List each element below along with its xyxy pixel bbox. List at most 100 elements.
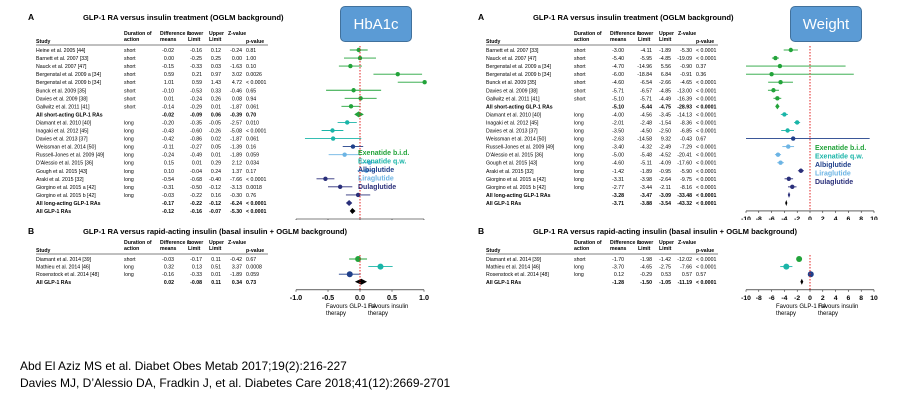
point-estimate — [777, 63, 783, 69]
row-lower: -0.17 — [190, 257, 202, 263]
favours-right-2: therapy — [368, 311, 388, 317]
tick-label: -10 — [741, 216, 751, 220]
row-difference: 0.00 — [164, 56, 174, 62]
row-study: Russell-Jones et al. 2009 [49] — [486, 145, 555, 151]
row-p: < 0.0001 — [696, 177, 716, 183]
row-lower: -14.58 — [637, 137, 652, 143]
row-p: 0.67 — [246, 257, 256, 263]
row-study: Weissman et al. 2014 [50] — [486, 137, 546, 143]
row-p: 0.37 — [696, 64, 706, 70]
row-duration: short — [124, 104, 136, 110]
row-p: 0.059 — [246, 272, 259, 278]
row-upper: -3.45 — [659, 112, 671, 118]
row-difference: -5.00 — [612, 153, 624, 159]
tick-label: -4 — [781, 216, 787, 220]
header-z: Z-value — [228, 240, 246, 246]
row-upper: 0.03 — [211, 64, 221, 70]
row-study: All GLP-1 RAs — [36, 209, 71, 215]
row-p: 0.57 — [696, 272, 706, 278]
row-duration: short — [124, 56, 136, 62]
row-upper: -0.07 — [209, 209, 221, 215]
row-z: -6.85 — [680, 129, 692, 135]
header-study: Study — [486, 248, 501, 254]
row-upper: -3.54 — [659, 201, 671, 207]
header-z: Z-value — [678, 240, 696, 246]
point-estimate — [798, 168, 804, 173]
favours-left-2: therapy — [776, 311, 796, 317]
row-duration: short — [124, 96, 136, 102]
row-z: 3.37 — [232, 265, 242, 271]
row-upper: -1.89 — [659, 48, 671, 54]
row-upper: 0.16 — [211, 193, 221, 199]
header-p: p-value — [696, 248, 714, 254]
point-estimate — [782, 112, 787, 117]
row-p: 0.65 — [246, 88, 256, 94]
row-z: 0.00 — [232, 56, 242, 62]
row-lower: -0.60 — [190, 129, 202, 135]
row-difference: -0.54 — [162, 177, 174, 183]
row-duration: long — [574, 161, 584, 167]
row-z: 0.34 — [232, 280, 242, 286]
row-p: < 0.0001 — [696, 169, 716, 175]
point-estimate — [778, 80, 783, 85]
legend-dulaglutide: Dulaglutide — [358, 184, 396, 191]
row-difference: 0.01 — [164, 96, 174, 102]
tick-label: 6 — [847, 216, 851, 220]
row-study: Nauck et al. 2007 [47] — [486, 56, 537, 62]
row-p: < 0.0001 — [696, 48, 716, 54]
row-lower: -0.27 — [190, 145, 202, 151]
row-z: -1.89 — [230, 153, 242, 159]
row-study: Inagaki et al. 2012 [45] — [36, 129, 89, 135]
point-estimate — [358, 96, 363, 101]
row-p: < 0.0001 — [696, 185, 716, 191]
tick-label: -2 — [794, 216, 800, 220]
row-upper: -0.40 — [209, 177, 221, 183]
row-upper: -4.52 — [659, 153, 671, 159]
tick-label: -8 — [756, 216, 762, 220]
row-difference: -4.60 — [612, 80, 624, 86]
row-lower: -0.22 — [190, 193, 202, 199]
row-lower: -0.29 — [640, 272, 652, 278]
row-p: 0.17 — [246, 169, 256, 175]
row-study: All GLP-1 RAs — [36, 280, 71, 286]
summary-diamond — [787, 191, 791, 198]
row-duration: short — [574, 64, 586, 70]
point-estimate — [790, 184, 795, 190]
row-lower: -3.98 — [640, 177, 652, 183]
tick-label: 0.5 — [387, 293, 397, 302]
row-lower: -0.50 — [190, 185, 202, 191]
tick-label: 1.0 — [419, 293, 429, 302]
panel-letter: B — [478, 226, 484, 236]
row-difference: -3.40 — [612, 145, 624, 151]
row-difference: -3.31 — [612, 177, 624, 183]
row-lower: -0.16 — [190, 48, 202, 54]
row-p: 0.061 — [246, 137, 259, 143]
row-study: Davies et al. 2009 [38] — [36, 96, 88, 102]
point-estimate — [367, 160, 372, 165]
row-z: -28.93 — [677, 104, 692, 110]
point-estimate — [395, 71, 400, 77]
row-study: Araki et al. 2015 [32] — [486, 169, 534, 175]
panel-title: GLP-1 RA versus insulin treatment (OGLM … — [533, 13, 734, 22]
row-z: -7.66 — [680, 265, 692, 271]
row-difference: -0.12 — [162, 209, 174, 215]
row-difference: -0.16 — [162, 272, 174, 278]
header-study: Study — [36, 248, 51, 254]
row-z: -7.29 — [680, 145, 692, 151]
row-upper: 0.26 — [211, 96, 221, 102]
row-upper: 0.05 — [211, 145, 221, 151]
tick-label: 10 — [870, 295, 878, 302]
point-estimate — [794, 120, 800, 125]
summary-diamond — [800, 278, 804, 285]
header-p: p-value — [246, 248, 264, 254]
row-study: Gallwitz et al. 2011 [41] — [36, 104, 90, 110]
point-estimate — [775, 96, 780, 101]
row-lower: -0.35 — [190, 120, 202, 126]
header-duration: Duration of action — [574, 240, 602, 252]
row-duration: long — [574, 120, 584, 126]
row-duration: long — [574, 169, 584, 175]
point-estimate — [807, 271, 814, 278]
row-duration: short — [574, 96, 586, 102]
row-difference: 0.32 — [164, 265, 174, 271]
row-p: < 0.0001 — [246, 80, 266, 86]
